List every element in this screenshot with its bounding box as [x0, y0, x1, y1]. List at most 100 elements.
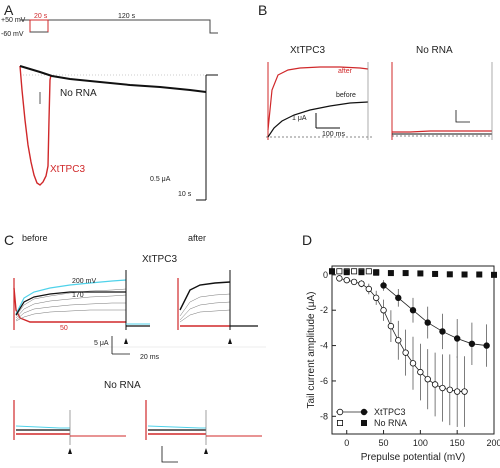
- c-norna-after-arrowhead: [204, 448, 208, 454]
- c-after-family-1: [179, 293, 231, 317]
- data-point: [431, 381, 439, 388]
- data-point: [336, 275, 343, 282]
- c-after-traces: [177, 270, 258, 344]
- xtpc3-trace-label: XtTPC3: [50, 164, 85, 175]
- x-axis-label: Prepulse potential (mV): [361, 452, 466, 463]
- x-tick-label: 0: [344, 438, 349, 448]
- data-point: [365, 268, 372, 275]
- panel-c-label: C: [4, 232, 14, 248]
- holding-voltage-label: -60 mV: [1, 31, 24, 38]
- c-scale-time-label: 20 ms: [140, 354, 160, 361]
- data-point: [328, 268, 335, 275]
- c-norna-scale-bar: [161, 446, 178, 463]
- xtpc3-current-trace: [19, 65, 52, 186]
- c-before-200mv-trace: [15, 279, 127, 315]
- data-point: [476, 271, 483, 278]
- b-norna-after-trace: [392, 130, 492, 133]
- data-point: [365, 285, 373, 293]
- panel-d-label: D: [302, 232, 312, 248]
- c-before-traces: 200 mV 170 50: [13, 270, 150, 344]
- b-right-scale-bar: [455, 110, 470, 123]
- c-before-prepulse: [13, 287, 126, 323]
- c-200mv-label: 200 mV: [72, 278, 96, 285]
- legend-marker-filled: [360, 408, 368, 416]
- data-point: [468, 340, 476, 348]
- c-xtpc3-title: XtTPC3: [142, 254, 177, 265]
- c-before-family-2: [15, 294, 127, 319]
- data-point: [424, 319, 431, 326]
- tail-current-chart: 0 50 100 150 200 0 -2 -4 -6 -8 Prepulse potential …: [306, 265, 500, 463]
- b-xtpc3-title: XtTPC3: [290, 45, 325, 56]
- data-point: [358, 280, 365, 287]
- data-point: [387, 270, 394, 277]
- c-before-family-1: [15, 288, 127, 317]
- y-tick-label: -2: [320, 305, 328, 315]
- legend-label: No RNA: [374, 418, 407, 428]
- series-fit-line: [339, 277, 465, 392]
- legend-label: XtTPC3: [374, 407, 406, 417]
- data-point: [446, 386, 454, 393]
- data-point: [453, 388, 461, 395]
- before-label: before: [336, 92, 356, 99]
- c-after-label: after: [188, 233, 206, 243]
- data-point: [343, 276, 350, 284]
- panel-c: C before after XtTPC3 200 mV 170 50: [4, 232, 266, 463]
- data-point: [483, 342, 490, 349]
- data-point: [380, 307, 387, 314]
- a-scale-time-label: 10 s: [178, 191, 192, 198]
- c-before-170mv-trace: [15, 291, 126, 316]
- c-norna-after-traces: [145, 400, 262, 454]
- data-point: [409, 307, 417, 314]
- norna-trace-label: No RNA: [60, 88, 97, 99]
- x-tick-label: 100: [413, 438, 428, 448]
- after-label: after: [338, 68, 353, 75]
- b-norna-title: No RNA: [416, 45, 453, 56]
- after-trace: [267, 66, 369, 131]
- c-170mv-label: 170: [72, 292, 84, 299]
- data-point: [461, 388, 468, 395]
- c-norna-after-cyan: [147, 425, 206, 429]
- data-point: [372, 294, 380, 302]
- panel-a-label: A: [4, 2, 14, 18]
- data-point: [461, 271, 468, 278]
- c-before-family-3: [15, 302, 126, 321]
- legend-marker-open: [336, 419, 343, 426]
- panel-a: A +50 mV -60 mV 20 s 120 s No RNA XtTPC3…: [1, 2, 218, 201]
- y-tick-label: -6: [320, 376, 328, 386]
- protocol-duration-label: 120 s: [118, 13, 136, 20]
- data-point: [417, 368, 424, 376]
- panel-b-label: B: [258, 2, 267, 18]
- data-point: [343, 269, 350, 276]
- x-tick-label: 50: [379, 438, 389, 448]
- legend-marker-filled: [360, 419, 367, 426]
- data-point: [350, 278, 358, 286]
- data-point: [424, 375, 431, 383]
- data-point: [387, 322, 395, 330]
- c-norna-before-arrowhead: [68, 448, 72, 454]
- c-before-label: before: [22, 233, 48, 243]
- y-tick-label: -8: [320, 411, 328, 421]
- c-before-arrowhead: [124, 338, 128, 344]
- data-point: [453, 335, 461, 342]
- b-scale-time-label: 100 ms: [322, 131, 345, 138]
- data-point: [439, 328, 446, 335]
- data-point: [432, 270, 439, 277]
- voltage-prepulse-trace: [29, 19, 49, 32]
- b-scale-current-label: 1 μA: [292, 115, 307, 122]
- y-tick-label: -4: [320, 341, 328, 351]
- y-axis-label: Tail current amplitude (μA): [306, 292, 317, 409]
- data-point: [417, 270, 424, 277]
- c-scale-current-label: 5 μA: [94, 340, 109, 347]
- data-point: [409, 360, 417, 367]
- x-tick-label: 150: [450, 438, 465, 448]
- c-norna-before-traces: [13, 400, 126, 454]
- c-after-arrowhead: [228, 338, 232, 344]
- data-point: [358, 269, 365, 276]
- legend-marker-open: [336, 408, 344, 416]
- data-point: [439, 384, 446, 392]
- data-point: [395, 294, 402, 302]
- step-voltage-label: +50 mV: [1, 17, 26, 24]
- c-after-top-trace: [179, 281, 231, 311]
